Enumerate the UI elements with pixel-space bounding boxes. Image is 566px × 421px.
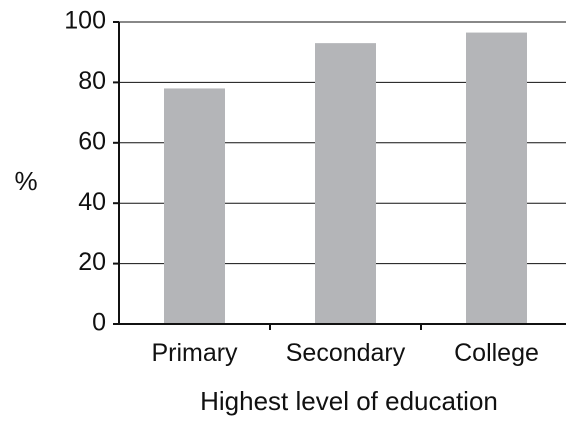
bar-college <box>466 32 527 324</box>
y-tick-label: 20 <box>78 248 106 276</box>
x-tick-label: Secondary <box>286 339 406 367</box>
bar-secondary <box>315 43 376 324</box>
bar-primary <box>164 88 225 324</box>
bars <box>164 32 527 324</box>
y-tick-label: 60 <box>78 127 106 155</box>
y-tick-label: 100 <box>64 7 106 35</box>
y-tick-label: 0 <box>92 309 106 337</box>
x-tick-label: Primary <box>151 339 238 367</box>
y-tick-label: 40 <box>78 188 106 216</box>
y-tick-labels: 0 20 40 60 80 100 <box>64 7 106 337</box>
x-axis-title: Highest level of education <box>200 386 498 416</box>
axes <box>113 21 566 330</box>
x-tick-label: College <box>454 339 539 367</box>
y-axis-title: % <box>14 166 37 196</box>
x-tick-labels: Primary Secondary College <box>151 339 538 367</box>
y-tick-label: 80 <box>78 67 106 95</box>
